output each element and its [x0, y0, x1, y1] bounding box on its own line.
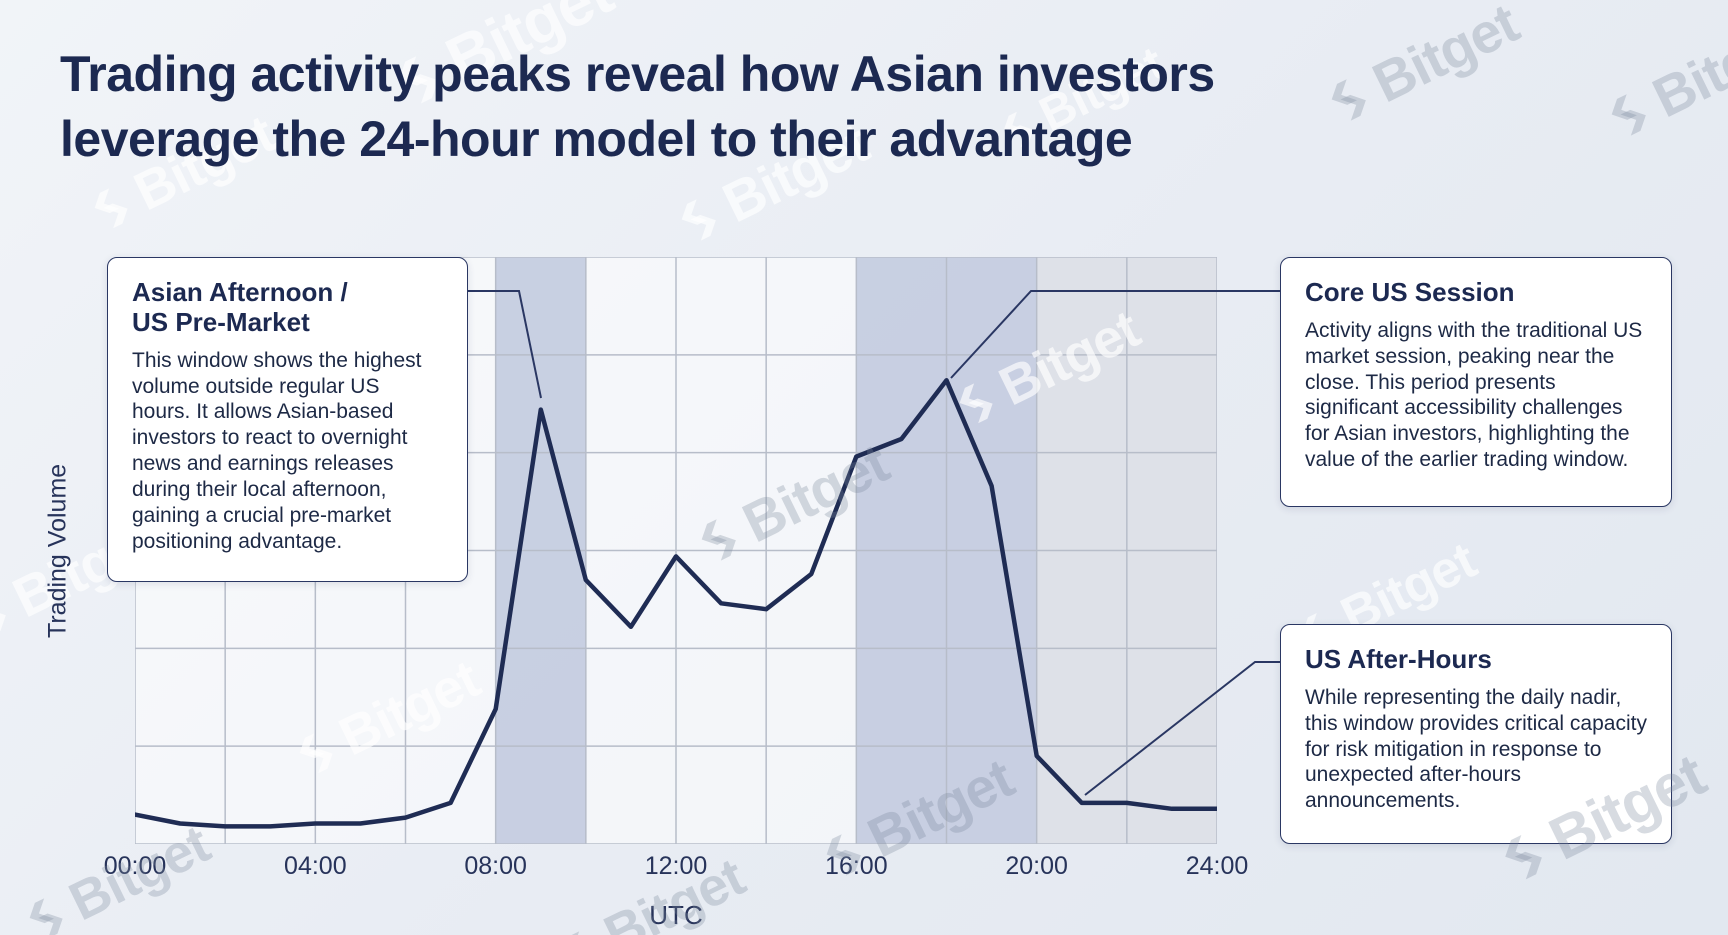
y-axis-label: Trading Volume [43, 463, 72, 638]
x-tick-label: 24:00 [1185, 852, 1249, 880]
annotation-core-us-session: Core US Session Activity aligns with the… [1280, 257, 1672, 507]
annotation-body: This window shows the highest volume out… [132, 348, 422, 553]
annotation-title: Core US Session [1305, 277, 1515, 307]
x-tick-label: 04:00 [284, 852, 347, 880]
x-tick-label: 16:00 [825, 852, 888, 880]
annotation-us-after-hours: US After-Hours While representing the da… [1280, 624, 1672, 844]
annotation-asian-afternoon: Asian Afternoon / US Pre-Market This win… [107, 257, 468, 582]
annotation-body: While representing the daily nadir, this… [1305, 685, 1647, 813]
annotation-title: Asian Afternoon / US Pre-Market [132, 277, 348, 337]
annotation-body: Activity aligns with the traditional US … [1305, 318, 1643, 472]
volume-line-series [135, 378, 1217, 829]
x-tick-label: 20:00 [1005, 852, 1068, 880]
x-axis: 00:00 04:00 08:00 12:00 16:00 20:00 24:00 [104, 852, 1249, 884]
bitget-watermark: Bitget [1592, 5, 1728, 155]
x-tick-label: 00:00 [103, 852, 167, 880]
bitget-watermark-label: Bitget [1363, 0, 1528, 115]
x-axis-title: UTC [649, 900, 703, 930]
bitget-watermark: Bitget [1312, 0, 1527, 140]
annotation-title: US After-Hours [1305, 644, 1492, 674]
x-tick-label: 12:00 [644, 852, 708, 880]
page-title: Trading activity peaks reveal how Asian … [60, 46, 1215, 167]
x-tick-label: 08:00 [464, 852, 527, 880]
bitget-watermark-label: Bitget [1643, 6, 1728, 130]
